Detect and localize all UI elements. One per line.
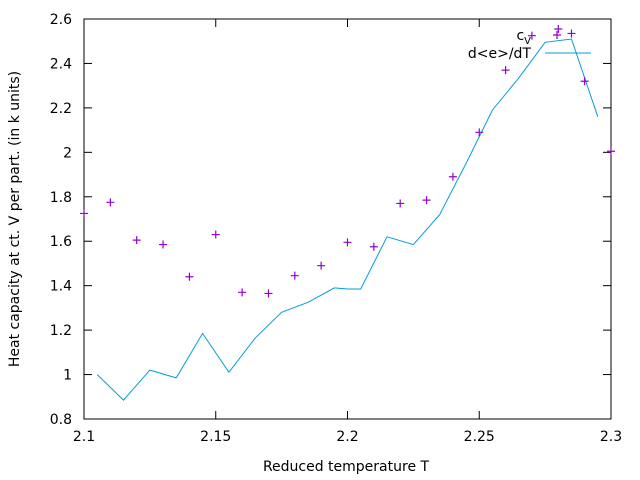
data-point-cv bbox=[501, 66, 510, 75]
data-point-cv bbox=[448, 172, 457, 181]
data-point-cv bbox=[554, 25, 563, 33]
data-point-cv bbox=[607, 147, 615, 156]
data-point-cv bbox=[238, 288, 247, 297]
x-tick-label: 2.2 bbox=[336, 429, 358, 445]
plot-frame bbox=[83, 18, 612, 420]
data-point-cv bbox=[527, 31, 536, 40]
data-point-cv bbox=[106, 198, 115, 207]
data-point-cv bbox=[369, 242, 378, 251]
legend-label-de-dt: d<e>/dT bbox=[468, 46, 532, 62]
data-series bbox=[80, 25, 615, 401]
data-point-cv bbox=[290, 271, 299, 280]
data-point-cv bbox=[343, 238, 352, 247]
x-tick-label: 2.25 bbox=[464, 429, 495, 445]
x-tick-label: 2.15 bbox=[200, 429, 231, 445]
y-tick-label: 1.2 bbox=[50, 323, 72, 339]
data-point-cv bbox=[185, 272, 194, 281]
series-line-de-dt bbox=[96, 38, 599, 401]
y-tick-label: 0.8 bbox=[50, 412, 72, 428]
data-point-cv bbox=[422, 196, 431, 205]
x-axis-ticks: 2.1 2.15 2.2 2.25 2.3 bbox=[73, 19, 622, 445]
data-point-cv bbox=[567, 29, 576, 38]
data-point-cv bbox=[159, 240, 168, 249]
y-tick-label: 2.6 bbox=[50, 12, 72, 28]
y-tick-label: 1.4 bbox=[50, 279, 72, 295]
x-axis-label: Reduced temperature T bbox=[263, 459, 430, 475]
y-tick-label: 2.2 bbox=[50, 101, 72, 117]
plot-border bbox=[83, 18, 612, 420]
data-point-cv bbox=[396, 199, 405, 208]
data-point-cv bbox=[264, 289, 273, 298]
data-point-cv bbox=[211, 230, 220, 239]
legend-marker-cv bbox=[553, 31, 561, 39]
y-tick-label: 1.8 bbox=[50, 190, 72, 206]
data-point-cv bbox=[580, 77, 589, 86]
y-axis-ticks: 0.8 1 1.2 1.4 1.6 1.8 2 2.2 2.4 2.6 bbox=[50, 12, 611, 428]
legend-label-cv: cV bbox=[516, 28, 531, 47]
x-tick-label: 2.1 bbox=[73, 429, 95, 445]
y-axis-label: Heat capacity at ct. V per part. (in k u… bbox=[7, 71, 23, 367]
y-tick-label: 2.4 bbox=[50, 56, 72, 72]
y-tick-label: 1 bbox=[63, 368, 72, 384]
data-point-cv bbox=[475, 128, 484, 137]
y-tick-label: 2 bbox=[63, 145, 72, 161]
data-point-cv bbox=[80, 209, 88, 218]
x-tick-label: 2.3 bbox=[600, 429, 622, 445]
legend: cVd<e>/dT bbox=[468, 28, 591, 62]
y-tick-label: 1.6 bbox=[50, 234, 72, 250]
data-point-cv bbox=[317, 261, 326, 270]
data-point-cv bbox=[132, 236, 141, 245]
